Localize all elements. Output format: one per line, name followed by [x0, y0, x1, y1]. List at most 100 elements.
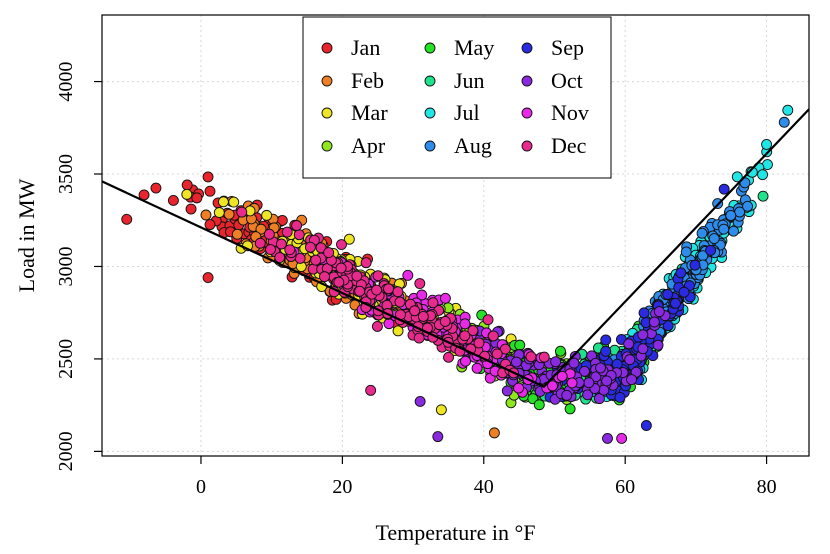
- data-point-mar: [435, 404, 447, 416]
- data-point-aug: [725, 210, 737, 221]
- data-point-jan: [150, 182, 162, 194]
- data-point-oct: [583, 377, 595, 389]
- data-point-dec: [427, 297, 439, 309]
- data-point-nov: [416, 289, 428, 301]
- data-point-nov: [471, 362, 483, 374]
- data-point-nov: [547, 380, 558, 392]
- data-point-jul: [782, 104, 794, 116]
- data-point-oct: [561, 389, 573, 401]
- data-point-dec: [491, 348, 503, 360]
- y-tick-label: 2500: [55, 339, 77, 379]
- data-point-dec: [236, 206, 248, 218]
- data-point-dec: [443, 351, 454, 363]
- data-point-sep: [689, 259, 701, 271]
- grid-lines: [102, 15, 809, 456]
- data-point-feb: [231, 228, 243, 240]
- data-point-dec: [291, 220, 303, 231]
- data-point-jul: [761, 138, 773, 150]
- legend-label-dec: Dec: [551, 133, 587, 158]
- data-point-dec: [323, 247, 335, 259]
- data-point-dec: [263, 228, 275, 240]
- data-point-dec: [487, 330, 499, 342]
- data-point-oct: [582, 389, 594, 401]
- x-axis-title: Temperature in °F: [376, 520, 536, 545]
- data-point-aug: [718, 223, 730, 235]
- data-point-dec: [459, 330, 471, 342]
- data-point-oct: [595, 362, 606, 374]
- data-point-dec: [409, 305, 421, 317]
- data-point-mar: [213, 207, 225, 218]
- legend-marker-jan: [321, 42, 333, 54]
- data-point-dec: [383, 283, 394, 295]
- data-point-oct: [624, 354, 636, 366]
- data-point-dec: [439, 315, 451, 327]
- data-point-oct: [626, 374, 637, 385]
- data-point-dec: [281, 226, 293, 238]
- data-point-mar: [228, 196, 240, 208]
- data-point-aug: [728, 225, 740, 237]
- data-point-feb: [200, 209, 212, 221]
- data-point-nov: [402, 269, 414, 281]
- data-point-oct: [652, 339, 664, 351]
- data-point-aug: [778, 116, 790, 128]
- data-point-jan: [185, 203, 197, 215]
- x-tick-label: 0: [196, 476, 206, 498]
- data-point-nov: [556, 370, 568, 382]
- data-point-oct: [501, 385, 513, 397]
- x-axis: 0 20 40 60 80: [196, 456, 777, 498]
- data-point-oct: [590, 371, 602, 383]
- x-tick-label: 60: [615, 476, 635, 498]
- data-point-dec: [335, 262, 347, 274]
- data-point-jan: [181, 179, 193, 191]
- fit-line: [101, 108, 810, 388]
- legend-label-sep: Sep: [551, 35, 584, 60]
- data-point-nov: [460, 355, 471, 367]
- data-point-aug: [742, 200, 754, 212]
- data-point-oct: [550, 356, 562, 368]
- legend-label-feb: Feb: [351, 68, 384, 93]
- legend-box: [302, 16, 612, 179]
- data-point-nov: [459, 318, 471, 330]
- data-point-dec: [351, 270, 363, 282]
- data-point-aug: [696, 227, 708, 239]
- legend-marker-nov: [521, 107, 533, 119]
- data-point-jan: [204, 185, 216, 197]
- data-point-sep: [600, 345, 612, 357]
- y-axis: 2000 2500 3000 3500 4000: [55, 62, 102, 471]
- data-point-dec: [525, 351, 537, 363]
- data-point-sep: [600, 334, 612, 346]
- data-point-dec: [499, 343, 511, 355]
- data-point-sep: [675, 267, 687, 279]
- data-point-dec: [254, 237, 266, 249]
- legend-label-mar: Mar: [351, 100, 388, 125]
- data-point-dec: [394, 296, 406, 308]
- data-point-jul: [757, 169, 769, 181]
- data-point-oct: [568, 357, 580, 369]
- plot-frame: [101, 14, 810, 457]
- legend-marker-jun: [424, 75, 436, 87]
- data-point-jan: [202, 272, 214, 284]
- y-tick-label: 4000: [55, 62, 77, 102]
- legend-label-may: May: [454, 35, 494, 60]
- y-tick-label: 3500: [55, 154, 77, 194]
- y-tick-label: 2000: [55, 431, 77, 471]
- data-point-sep: [718, 183, 730, 195]
- data-point-jun: [757, 190, 769, 202]
- data-point-nov: [566, 377, 578, 389]
- data-point-jul: [731, 171, 743, 183]
- data-point-oct: [414, 396, 426, 407]
- legend-label-oct: Oct: [551, 68, 583, 93]
- legend-marker-dec: [521, 140, 533, 152]
- y-tick-label: 3000: [55, 246, 77, 286]
- data-point-jan: [191, 192, 203, 204]
- legend-marker-apr: [321, 140, 333, 152]
- data-point-oct: [637, 343, 649, 355]
- data-point-feb: [488, 427, 500, 439]
- data-point-dec: [538, 351, 550, 363]
- legend-marker-aug: [424, 140, 436, 152]
- data-point-oct: [601, 375, 613, 387]
- data-point-mar: [217, 196, 229, 208]
- data-point-dec: [319, 271, 330, 283]
- data-point-dec: [482, 314, 494, 326]
